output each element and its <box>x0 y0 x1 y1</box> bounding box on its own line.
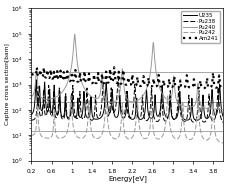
U235 <box>39 109 42 111</box>
U235 <box>221 115 224 118</box>
Pu238 <box>171 118 174 120</box>
Am241 <box>182 86 184 88</box>
U235 <box>195 119 197 121</box>
X-axis label: Energy[eV]: Energy[eV] <box>107 175 146 182</box>
Pu240 <box>39 96 42 99</box>
Pu242 <box>221 142 224 144</box>
Pu238 <box>143 118 146 121</box>
Line: U235: U235 <box>31 80 222 120</box>
Pu240 <box>30 95 33 98</box>
U235 <box>143 111 146 113</box>
U235 <box>151 115 154 117</box>
Pu238 <box>151 112 154 115</box>
Pu240 <box>171 75 174 78</box>
Pu242 <box>182 120 184 123</box>
Pu242 <box>143 138 146 140</box>
Pu242 <box>151 128 154 131</box>
Pu242 <box>30 134 33 136</box>
U235 <box>35 79 37 81</box>
Pu240 <box>143 91 146 94</box>
Am241 <box>171 82 174 84</box>
U235 <box>182 118 184 120</box>
Pu240 <box>99 87 102 89</box>
Am241 <box>112 66 115 68</box>
Am241 <box>39 75 42 77</box>
U235 <box>99 117 102 119</box>
Pu238 <box>116 77 119 79</box>
Pu240 <box>73 33 76 36</box>
Am241 <box>143 84 146 86</box>
Pu240 <box>221 108 224 111</box>
Pu238 <box>221 121 224 124</box>
Pu238 <box>182 120 184 122</box>
Am241 <box>99 82 102 84</box>
Line: Pu242: Pu242 <box>31 94 222 143</box>
Line: Pu240: Pu240 <box>31 34 222 110</box>
Pu238 <box>39 116 42 118</box>
U235 <box>171 118 174 120</box>
Pu238 <box>99 110 102 112</box>
Pu240 <box>151 42 154 44</box>
Pu242 <box>39 134 42 137</box>
Legend: U235, Pu238, Pu240, Pu242, Am241: U235, Pu238, Pu240, Pu242, Am241 <box>180 11 219 43</box>
Pu242 <box>69 93 72 96</box>
Line: Pu238: Pu238 <box>31 78 222 122</box>
Am241 <box>221 88 224 90</box>
Y-axis label: Capture cross section[barn]: Capture cross section[barn] <box>5 44 10 125</box>
Am241 <box>151 80 154 82</box>
Line: Am241: Am241 <box>31 67 222 89</box>
U235 <box>30 113 33 116</box>
Am241 <box>30 73 33 75</box>
Pu240 <box>182 105 184 107</box>
Pu238 <box>30 119 33 121</box>
Pu242 <box>99 135 102 137</box>
Pu242 <box>171 136 174 138</box>
